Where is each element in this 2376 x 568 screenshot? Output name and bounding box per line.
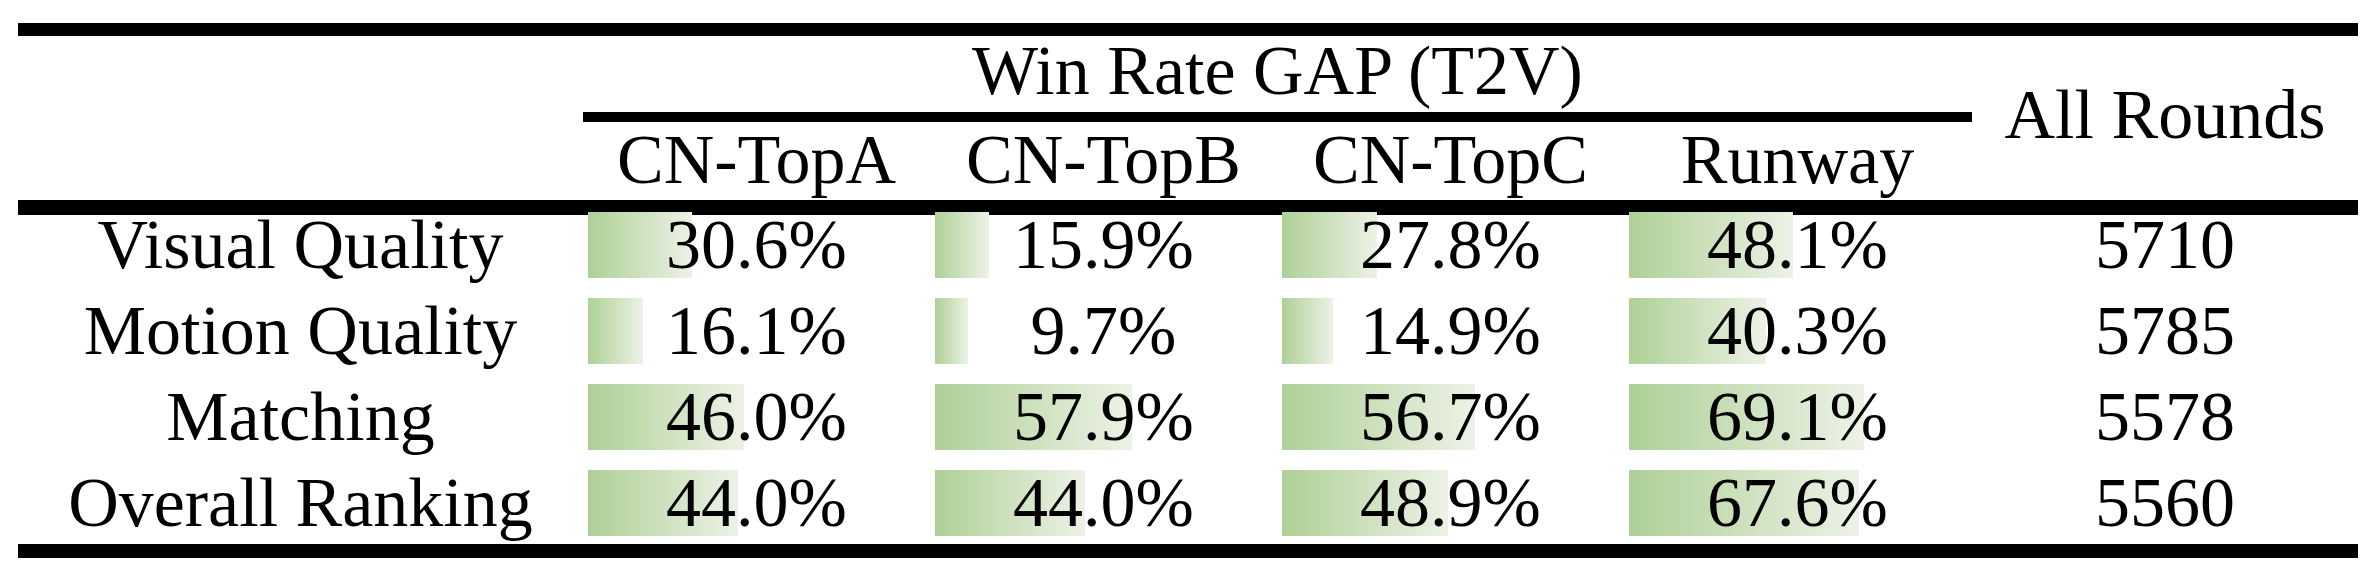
win-rate-value: 48.9%	[1277, 468, 1624, 538]
column-header-cn-topa: CN-TopA	[583, 125, 930, 195]
row-label-matching: Matching	[18, 382, 583, 452]
win-rate-cell: 48.1%	[1624, 210, 1971, 280]
win-rate-value: 27.8%	[1277, 210, 1624, 280]
win-rate-cell: 16.1%	[583, 296, 930, 366]
win-rate-cell: 44.0%	[583, 468, 930, 538]
column-header-all-rounds: All Rounds	[1972, 80, 2358, 150]
win-rate-value: 30.6%	[583, 210, 930, 280]
all-rounds-value: 5578	[1972, 382, 2358, 452]
row-label-overall-ranking: Overall Ranking	[18, 468, 583, 538]
win-rate-cell: 15.9%	[930, 210, 1277, 280]
row-label-motion-quality: Motion Quality	[18, 296, 583, 366]
win-rate-value: 9.7%	[930, 296, 1277, 366]
column-header-runway: Runway	[1624, 125, 1971, 195]
win-rate-gap-table: Win Rate GAP (T2V) All Rounds CN-TopA CN…	[0, 0, 2376, 568]
win-rate-value: 44.0%	[583, 468, 930, 538]
win-rate-cell: 30.6%	[583, 210, 930, 280]
win-rate-value: 57.9%	[930, 382, 1277, 452]
win-rate-value: 67.6%	[1624, 468, 1971, 538]
win-rate-value: 40.3%	[1624, 296, 1971, 366]
all-rounds-value: 5560	[1972, 468, 2358, 538]
win-rate-cell: 9.7%	[930, 296, 1277, 366]
win-rate-value: 15.9%	[930, 210, 1277, 280]
win-rate-cell: 57.9%	[930, 382, 1277, 452]
win-rate-cell: 14.9%	[1277, 296, 1624, 366]
group-header-title: Win Rate GAP (T2V)	[583, 36, 1972, 106]
win-rate-value: 69.1%	[1624, 382, 1971, 452]
column-header-cn-topc: CN-TopC	[1277, 125, 1624, 195]
win-rate-value: 56.7%	[1277, 382, 1624, 452]
win-rate-cell: 27.8%	[1277, 210, 1624, 280]
win-rate-cell: 44.0%	[930, 468, 1277, 538]
win-rate-value: 44.0%	[930, 468, 1277, 538]
win-rate-cell: 48.9%	[1277, 468, 1624, 538]
win-rate-value: 14.9%	[1277, 296, 1624, 366]
win-rate-cell: 46.0%	[583, 382, 930, 452]
win-rate-cell: 40.3%	[1624, 296, 1971, 366]
win-rate-cell: 67.6%	[1624, 468, 1971, 538]
win-rate-value: 48.1%	[1624, 210, 1971, 280]
win-rate-value: 16.1%	[583, 296, 930, 366]
table-bottom-rule	[18, 544, 2358, 558]
win-rate-cell: 56.7%	[1277, 382, 1624, 452]
win-rate-cell: 69.1%	[1624, 382, 1971, 452]
all-rounds-value: 5785	[1972, 296, 2358, 366]
all-rounds-value: 5710	[1972, 210, 2358, 280]
win-rate-value: 46.0%	[583, 382, 930, 452]
column-header-cn-topb: CN-TopB	[930, 125, 1277, 195]
row-label-visual-quality: Visual Quality	[18, 210, 583, 280]
